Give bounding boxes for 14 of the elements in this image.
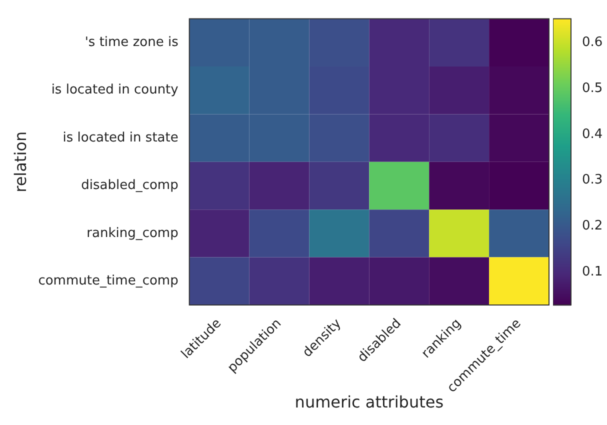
color-bar-label: 0.1 [582, 264, 603, 280]
y-axis-title: relation [10, 131, 30, 192]
y-tick-label: commute_time_comp [38, 274, 178, 289]
x-axis-title: numeric attributes [294, 392, 444, 412]
color-bar-label: 0.6 [582, 35, 603, 50]
y-tick-label: ranking_comp [86, 226, 178, 241]
color-bar-label: 0.2 [582, 218, 603, 234]
color-bar-label: 0.5 [582, 80, 603, 96]
y-tick-label: disabled_comp [81, 178, 178, 194]
color-bar-label: 0.4 [582, 126, 603, 142]
y-tick-label: 's time zone is [84, 35, 179, 50]
color-bar-label: 0.3 [582, 172, 603, 188]
y-tick-label: is located in county [51, 82, 179, 98]
y-tick-label: is located in state [62, 130, 178, 146]
